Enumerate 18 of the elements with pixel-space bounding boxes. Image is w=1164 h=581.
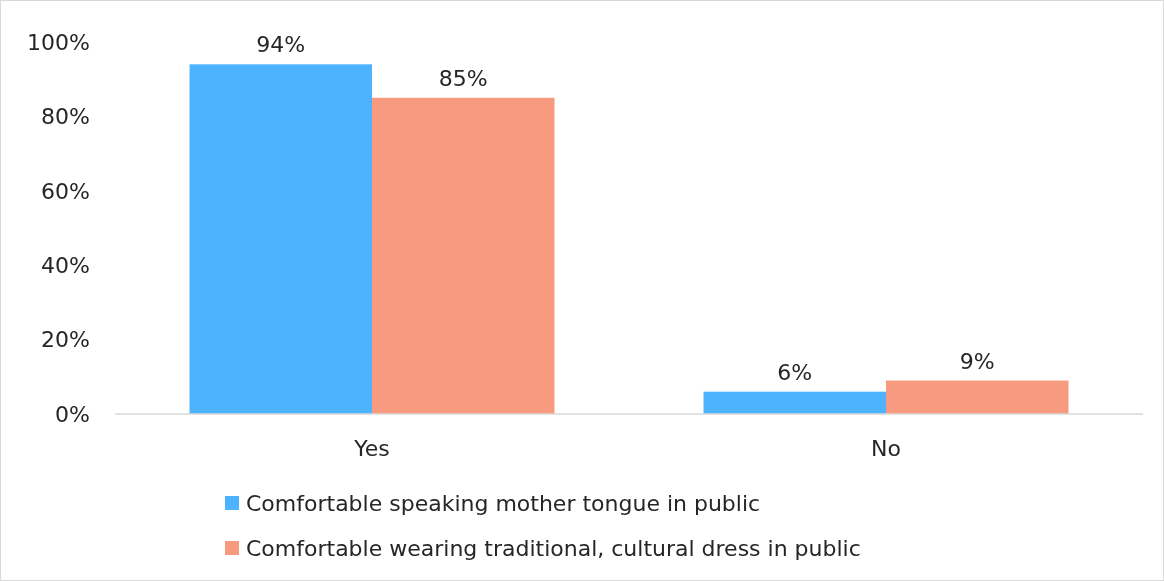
x-tick-label: Yes bbox=[353, 436, 390, 461]
x-tick-label: No bbox=[871, 436, 901, 461]
legend-label: Comfortable speaking mother tongue in public bbox=[246, 490, 761, 516]
y-tick-label: 40% bbox=[41, 252, 90, 278]
legend-label: Comfortable wearing traditional, cultural dress in public bbox=[246, 535, 861, 561]
data-label: 85% bbox=[438, 65, 488, 91]
bar bbox=[372, 97, 555, 414]
y-tick-label: 0% bbox=[55, 401, 90, 427]
y-tick-label: 80% bbox=[41, 104, 90, 130]
y-tick-label: 20% bbox=[41, 327, 90, 353]
data-label: 6% bbox=[777, 359, 813, 385]
bar bbox=[189, 64, 372, 414]
bar bbox=[703, 391, 886, 414]
y-tick-label: 60% bbox=[41, 178, 90, 204]
y-tick-label: 100% bbox=[27, 29, 90, 55]
bar bbox=[886, 380, 1069, 414]
data-label: 9% bbox=[959, 348, 995, 374]
data-label: 94% bbox=[256, 32, 306, 58]
